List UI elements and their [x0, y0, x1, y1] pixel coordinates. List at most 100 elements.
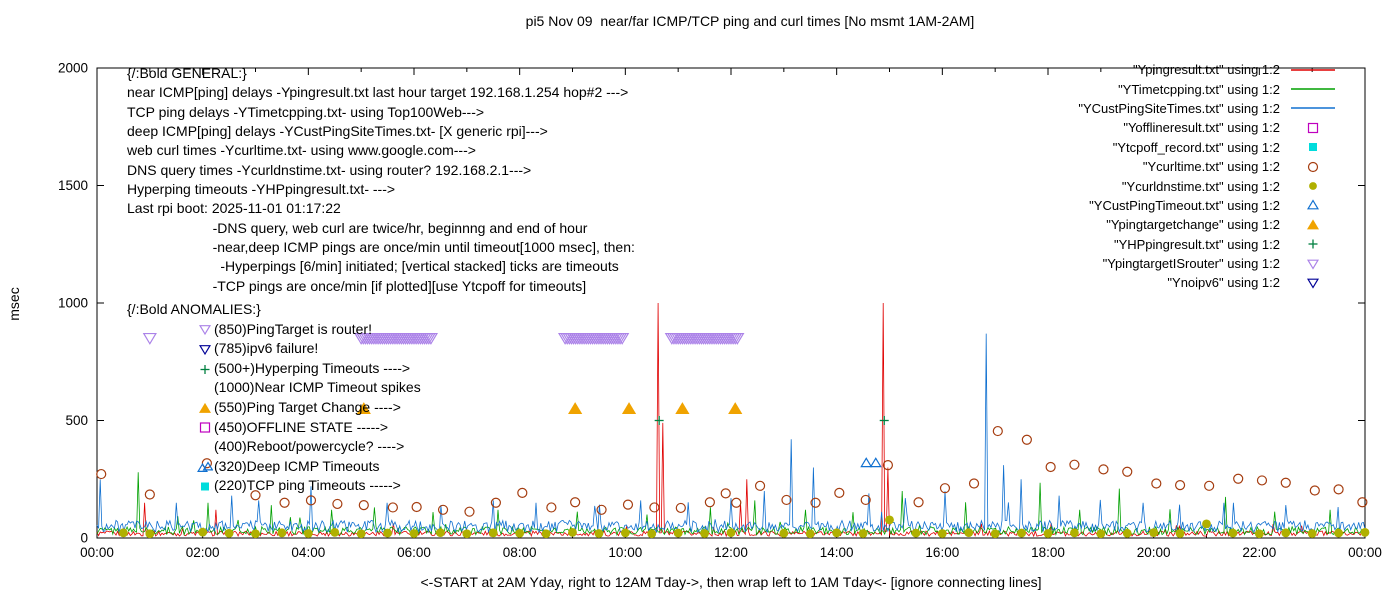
legend-label: "Ypingtargetchange" using 1:2	[1106, 217, 1280, 233]
anomaly-text: (1000)Near ICMP Timeout spikes	[214, 379, 421, 396]
annotation-line: Hyperping timeouts -YHPpingresult.txt- -…	[127, 181, 396, 198]
annotation-line: deep ICMP[ping] delays -YCustPingSiteTim…	[127, 123, 548, 140]
anomaly-row: (500+)Hyperping Timeouts ---->	[197, 359, 421, 379]
legend-item: "Ycurldnstime.txt" using 1:2	[1078, 176, 1338, 195]
anomaly-text: (400)Reboot/powercycle? ---->	[214, 438, 405, 455]
general-annotations: {/:Bold GENERAL:} near ICMP[ping] delays …	[127, 64, 635, 296]
annotation-line: TCP ping delays -YTimetcpping.txt- using…	[127, 103, 485, 120]
annotation-line: -near,deep ICMP pings are once/min until…	[127, 239, 635, 256]
triangle-down-open-icon	[198, 345, 212, 356]
anomaly-row: (785)ipv6 failure!	[197, 339, 421, 359]
y-tick-label: 1500	[58, 178, 88, 193]
x-tick-label: 00:00	[80, 545, 114, 560]
legend-label: "Ypingresult.txt" using 1:2	[1132, 62, 1280, 78]
y-tick-label: 2000	[58, 61, 88, 76]
anomaly-row: (320)Deep ICMP Timeouts	[197, 457, 421, 477]
legend-label: "YTimetcpping.txt" using 1:2	[1118, 81, 1280, 97]
legend-label: "YCustPingTimeout.txt" using 1:2	[1089, 197, 1280, 213]
x-tick-label: 18:00	[1031, 545, 1065, 560]
anomaly-text: (500+)Hyperping Timeouts ---->	[214, 359, 411, 376]
y-axis-label: msec	[6, 287, 22, 321]
legend-item: "Ynoipv6" using 1:2	[1078, 273, 1338, 292]
annotation-line: Last rpi boot: 2025-11-01 01:17:22	[127, 200, 341, 217]
legend-item: "Ypingtargetchange" using 1:2	[1078, 215, 1338, 234]
square-open-icon	[199, 422, 211, 433]
anomaly-text: (320)Deep ICMP Timeouts	[214, 457, 380, 474]
legend-item: "YCustPingSiteTimes.txt" using 1:2	[1078, 99, 1338, 118]
triangle-down-open-icon	[198, 325, 212, 336]
x-axis-label: <-START at 2AM Yday, right to 12AM Tday-…	[420, 574, 1042, 590]
legend-label: "Ycurltime.txt" using 1:2	[1142, 159, 1280, 175]
x-tick-label: 04:00	[291, 545, 325, 560]
legend-square-open-icon	[1307, 122, 1319, 133]
annotation-line: DNS query times -Ycurldnstime.txt- using…	[127, 161, 532, 178]
x-tick-label: 10:00	[608, 545, 642, 560]
anomalies-heading: {/:Bold ANOMALIES:}	[127, 301, 261, 317]
legend-item: "Yofflineresult.txt" using 1:2	[1078, 118, 1338, 137]
anomaly-row: (550)Ping Target Change ---->	[197, 398, 421, 418]
anomaly-row: (400)Reboot/powercycle? ---->	[197, 437, 421, 457]
general-heading: {/:Bold GENERAL:}	[127, 65, 247, 81]
triangle-up-open-icon	[197, 460, 213, 472]
annotation-line: web curl times -Ycurltime.txt- using www…	[127, 142, 476, 159]
legend-triangle-down-open-icon	[1306, 278, 1320, 289]
anomaly-row: (850)PingTarget is router!	[197, 320, 421, 340]
legend-label: "YCustPingSiteTimes.txt" using 1:2	[1078, 100, 1280, 116]
anomaly-row: (1000)Near ICMP Timeout spikes	[197, 378, 421, 398]
x-tick-label: 12:00	[714, 545, 748, 560]
legend-line-sample	[1291, 107, 1335, 110]
legend-label: "Ycurldnstime.txt" using 1:2	[1121, 178, 1280, 194]
legend-item: "YpingtargetISrouter" using 1:2	[1078, 254, 1338, 273]
legend-label: "Ytcpoff_record.txt" using 1:2	[1112, 139, 1280, 155]
anomaly-text: (550)Ping Target Change ---->	[214, 398, 401, 415]
chart-title: pi5 Nov 09 near/far ICMP/TCP ping and cu…	[525, 13, 975, 29]
x-tick-label: 20:00	[1137, 545, 1171, 560]
anomaly-text: (850)PingTarget is router!	[214, 320, 372, 337]
legend-item: "Ytcpoff_record.txt" using 1:2	[1078, 138, 1338, 157]
legend-plus-icon	[1308, 239, 1318, 249]
anomaly-text: (785)ipv6 failure!	[214, 340, 319, 357]
legend-item: "YHPpingresult.txt" using 1:2	[1078, 235, 1338, 254]
legend-triangle-up-filled-icon	[1306, 219, 1320, 230]
x-tick-label: 08:00	[503, 545, 537, 560]
legend-label: "Yofflineresult.txt" using 1:2	[1123, 120, 1280, 136]
anomalies-annotations: {/:Bold ANOMALIES:} (850)PingTarget is ro…	[127, 300, 421, 496]
legend-line-sample	[1291, 88, 1335, 90]
y-tick-label: 0	[80, 531, 88, 546]
legend-label: "YpingtargetISrouter" using 1:2	[1102, 256, 1280, 272]
anomaly-row: (220)TCP ping Timeouts ----->	[197, 476, 421, 496]
legend-label: "Ynoipv6" using 1:2	[1167, 275, 1280, 291]
x-tick-label: 00:00	[1348, 545, 1382, 560]
legend-square-filled-icon	[1309, 143, 1317, 152]
y-tick-label: 500	[65, 413, 88, 428]
legend-triangle-down-open-icon	[1306, 259, 1320, 270]
legend-circle-open-icon	[1307, 161, 1319, 172]
triangle-up-filled-icon	[198, 402, 212, 413]
annotation-line: -Hyperpings [6/min] initiated; [vertical…	[127, 258, 619, 275]
legend-triangle-up-open-icon	[1306, 199, 1320, 210]
plus-icon	[200, 364, 210, 374]
x-tick-label: 16:00	[925, 545, 959, 560]
anomaly-row: (450)OFFLINE STATE ----->	[197, 418, 421, 438]
legend-item: "Ypingresult.txt" using 1:2	[1078, 60, 1338, 79]
legend: "Ypingresult.txt" using 1:2 "YTimetcpping…	[1078, 60, 1338, 293]
annotation-line: near ICMP[ping] delays -Ypingresult.txt …	[127, 84, 629, 101]
legend-line-sample	[1291, 68, 1335, 71]
y-tick-label: 1000	[58, 296, 88, 311]
x-tick-label: 02:00	[186, 545, 220, 560]
legend-item: "YCustPingTimeout.txt" using 1:2	[1078, 196, 1338, 215]
legend-label: "YHPpingresult.txt" using 1:2	[1113, 236, 1280, 252]
legend-item: "YTimetcpping.txt" using 1:2	[1078, 79, 1338, 98]
x-tick-label: 06:00	[397, 545, 431, 560]
annotation-line: -DNS query, web curl are twice/hr, begin…	[127, 219, 588, 236]
legend-item: "Ycurltime.txt" using 1:2	[1078, 157, 1338, 176]
square-filled-icon	[201, 482, 209, 491]
anomaly-text: (450)OFFLINE STATE ----->	[214, 418, 389, 435]
legend-circle-filled-icon	[1309, 182, 1317, 190]
x-tick-label: 22:00	[1242, 545, 1276, 560]
annotation-line: -TCP pings are once/min [if plotted][use…	[127, 277, 587, 294]
x-tick-label: 14:00	[820, 545, 854, 560]
anomaly-text: (220)TCP ping Timeouts ----->	[214, 477, 401, 494]
